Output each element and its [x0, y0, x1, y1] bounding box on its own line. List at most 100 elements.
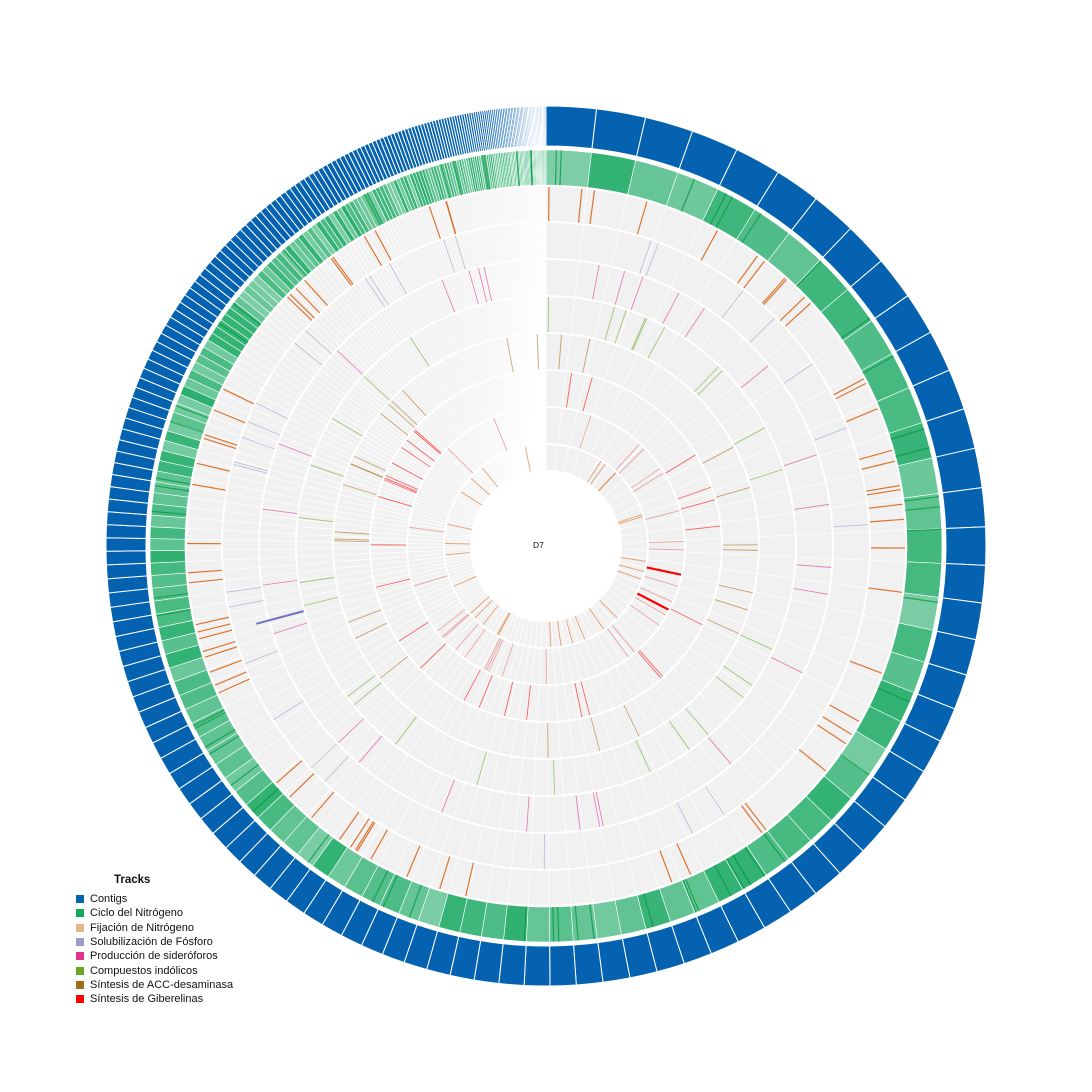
track-separator — [482, 343, 494, 378]
contig-segment — [573, 942, 604, 986]
feature-mark — [368, 275, 389, 306]
nitrogen-segment — [545, 149, 592, 188]
feature-mark — [228, 600, 264, 608]
nitrogen-streak — [726, 858, 746, 889]
track-separator — [492, 418, 507, 452]
track-separator — [540, 371, 543, 407]
track-separator — [520, 335, 526, 371]
track-separator — [621, 532, 647, 537]
track-separator — [408, 724, 429, 755]
feature-mark — [289, 773, 315, 798]
track-separator — [450, 356, 467, 389]
track-separator — [523, 620, 530, 645]
track-separator — [447, 400, 468, 431]
track-separator — [750, 690, 780, 712]
track-separator — [525, 446, 532, 472]
track-separator — [418, 210, 432, 243]
track-separator — [578, 614, 591, 638]
nitrogen-streak — [483, 154, 491, 190]
track-separator — [523, 447, 530, 472]
track-separator — [284, 356, 314, 378]
fosforo-mark — [256, 610, 304, 625]
track-separator — [328, 259, 350, 288]
track-separator — [465, 390, 483, 422]
track-separator — [449, 516, 474, 525]
track-separator — [679, 586, 714, 598]
feature-mark — [868, 587, 903, 593]
track-separator — [607, 864, 615, 899]
track-separator — [426, 417, 451, 444]
track-separator — [392, 349, 415, 378]
track-separator — [453, 783, 466, 817]
track-separator — [344, 478, 379, 491]
track-separator — [633, 699, 652, 731]
track-separator — [654, 288, 671, 321]
feature-mark — [501, 643, 514, 677]
track-separator — [415, 211, 429, 244]
track-separator — [420, 248, 435, 281]
track-separator — [535, 223, 538, 259]
track-separator — [530, 260, 533, 296]
track-separator — [534, 371, 538, 407]
track-separator — [469, 270, 480, 305]
track-separator — [646, 514, 681, 524]
nitrogen-streak — [559, 150, 562, 186]
feature-mark — [639, 650, 664, 677]
track-separator — [531, 445, 536, 471]
nitrogen-streak — [169, 420, 204, 433]
legend-swatch — [76, 966, 84, 975]
track-separator — [522, 335, 528, 371]
feature-mark — [749, 468, 784, 481]
track-separator — [568, 721, 574, 757]
track-separator — [420, 487, 453, 503]
track-separator — [678, 491, 713, 503]
contig-segment — [941, 487, 987, 529]
track-separator — [523, 647, 530, 683]
track-separator — [505, 300, 512, 335]
track-separator — [391, 304, 411, 335]
track-separator — [521, 223, 526, 259]
track-separator — [536, 371, 540, 407]
track-separator — [403, 255, 420, 288]
feature-mark — [677, 486, 711, 500]
track-separator — [652, 731, 671, 763]
track-separator — [512, 188, 517, 223]
track-separator — [535, 408, 539, 444]
track-separator — [247, 421, 281, 437]
track-separator — [510, 336, 517, 372]
track-separator — [753, 745, 780, 771]
track-separator — [797, 388, 829, 407]
track-separator — [480, 267, 490, 302]
track-separator — [697, 271, 717, 302]
track-separator — [531, 334, 535, 370]
track-separator — [515, 336, 522, 371]
track-separator — [410, 807, 426, 840]
track-separator — [542, 371, 545, 407]
track-separator — [517, 448, 526, 474]
track-separator — [449, 662, 470, 693]
track-separator — [420, 588, 453, 604]
track-separator — [420, 688, 442, 718]
nitrogen-segment — [903, 561, 942, 598]
track-separator — [496, 457, 510, 480]
track-separator — [539, 187, 542, 222]
track-separator — [475, 600, 494, 619]
track-separator — [604, 345, 617, 380]
track-separator — [489, 419, 505, 452]
contig-segment — [945, 526, 987, 566]
track-separator — [266, 597, 301, 606]
track-separator — [225, 502, 261, 508]
track-separator — [524, 409, 531, 445]
track-separator — [224, 511, 260, 516]
track-separator — [453, 577, 477, 589]
feature-mark — [338, 718, 365, 743]
track-separator — [466, 483, 487, 500]
track-separator — [372, 366, 398, 393]
track-separator — [364, 692, 391, 718]
track-separator — [381, 593, 415, 607]
nitrogen-streak — [175, 405, 209, 419]
track-separator — [385, 661, 413, 685]
track-separator — [454, 502, 478, 515]
feature-mark — [741, 805, 763, 834]
track-separator — [467, 348, 481, 382]
